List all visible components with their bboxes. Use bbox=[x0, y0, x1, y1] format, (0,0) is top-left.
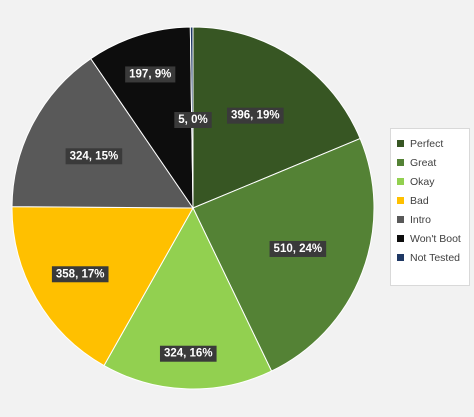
legend-swatch bbox=[397, 235, 404, 242]
svg-text:324, 16%: 324, 16% bbox=[164, 348, 213, 360]
svg-text:324, 15%: 324, 15% bbox=[70, 150, 119, 162]
legend-label: Intro bbox=[410, 213, 432, 226]
legend-label: Not Tested bbox=[410, 251, 461, 264]
svg-text:5, 0%: 5, 0% bbox=[178, 114, 207, 126]
svg-text:197, 9%: 197, 9% bbox=[129, 68, 171, 80]
data-label: 510, 24% bbox=[269, 240, 327, 257]
legend-swatch bbox=[397, 197, 404, 204]
legend-swatch bbox=[397, 216, 404, 223]
legend-item-perfect: Perfect bbox=[397, 134, 463, 153]
svg-text:358, 17%: 358, 17% bbox=[56, 268, 105, 280]
data-label: 324, 15% bbox=[65, 148, 123, 165]
legend-item-wont-boot: Won't Boot bbox=[397, 229, 463, 248]
legend-swatch bbox=[397, 140, 404, 147]
legend-label: Great bbox=[410, 156, 437, 169]
legend-item-great: Great bbox=[397, 153, 463, 172]
legend-swatch bbox=[397, 178, 404, 185]
legend-item-intro: Intro bbox=[397, 210, 463, 229]
pie-slice-okay bbox=[103, 206, 273, 390]
legend-label: Bad bbox=[410, 194, 429, 207]
legend-swatch bbox=[397, 254, 404, 261]
legend-label: Perfect bbox=[410, 137, 444, 150]
svg-text:510, 24%: 510, 24% bbox=[274, 243, 323, 255]
legend-swatch bbox=[397, 159, 404, 166]
data-label: 396, 19% bbox=[226, 107, 284, 124]
data-label: 324, 16% bbox=[159, 345, 217, 362]
svg-text:396, 19%: 396, 19% bbox=[231, 110, 280, 122]
legend-item-not-tested: Not Tested bbox=[397, 248, 463, 267]
legend-label: Won't Boot bbox=[410, 232, 461, 245]
data-label: 197, 9% bbox=[125, 66, 176, 83]
data-label: 5, 0% bbox=[174, 112, 212, 128]
legend-label: Okay bbox=[410, 175, 435, 188]
pie-slice-bad bbox=[11, 206, 194, 367]
data-label: 358, 17% bbox=[51, 266, 109, 283]
legend: Perfect Great Okay Bad Intro Won't Boot … bbox=[390, 128, 470, 286]
pie-slice-intro bbox=[11, 57, 194, 209]
legend-item-okay: Okay bbox=[397, 172, 463, 191]
legend-item-bad: Bad bbox=[397, 191, 463, 210]
